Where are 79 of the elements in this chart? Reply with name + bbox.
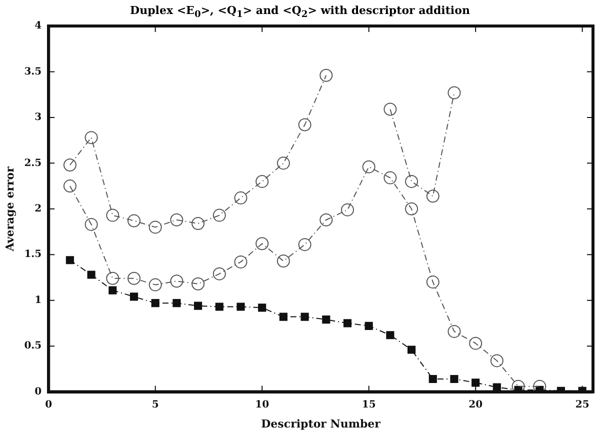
point	[234, 191, 248, 204]
point	[63, 158, 76, 172]
point	[170, 274, 184, 288]
y-tick-label: 3.5	[24, 66, 42, 78]
y-tick-label: 2	[34, 203, 42, 214]
point	[320, 213, 333, 226]
x-tick-label: 10	[255, 399, 270, 410]
point	[472, 378, 480, 387]
point	[384, 102, 397, 116]
y-tick-label: 1.5	[24, 249, 42, 260]
x-tick-label: 20	[468, 399, 483, 410]
point	[192, 217, 205, 230]
point	[106, 272, 120, 285]
point	[234, 255, 248, 268]
point	[490, 354, 504, 368]
point	[364, 322, 373, 330]
point	[300, 312, 309, 321]
point	[276, 254, 290, 268]
point	[362, 160, 376, 174]
point	[343, 319, 352, 328]
x-tick-label: 25	[575, 399, 590, 410]
point	[407, 346, 416, 354]
point	[450, 374, 458, 384]
point	[256, 237, 269, 250]
x-axis-title: Descriptor Number	[261, 417, 381, 430]
point	[148, 220, 162, 234]
point	[84, 131, 98, 144]
point	[87, 270, 96, 279]
point	[533, 380, 546, 392]
point	[63, 180, 76, 193]
x-tick-label: 5	[152, 399, 159, 410]
point	[340, 203, 354, 216]
point	[148, 278, 162, 292]
point	[492, 383, 501, 392]
point	[258, 304, 266, 312]
y-tick-label: 0	[34, 386, 42, 398]
point	[170, 213, 184, 226]
point	[172, 299, 181, 308]
point	[426, 276, 440, 289]
point	[386, 331, 394, 340]
point	[276, 156, 290, 170]
point	[428, 374, 437, 384]
point	[512, 380, 525, 392]
chart-title: Duplex <E$_{0}$>, <Q$_{1}$> and <Q$_{2}$> with descriptor addition	[129, 4, 471, 20]
x-tick-label: 0	[45, 399, 52, 410]
point	[320, 68, 333, 82]
point	[66, 256, 74, 264]
y-axis-title: Average error	[3, 166, 16, 252]
point	[405, 174, 418, 188]
point	[130, 292, 138, 301]
point	[108, 286, 117, 294]
point	[384, 171, 397, 184]
point	[212, 267, 226, 280]
point	[212, 208, 226, 222]
point	[127, 272, 140, 285]
point	[298, 238, 312, 252]
point	[192, 277, 205, 290]
y-tick-label: 0.5	[24, 340, 42, 352]
point	[469, 336, 482, 350]
y-tick-label: 3	[34, 112, 42, 124]
point	[84, 218, 98, 231]
point	[322, 316, 330, 324]
x-tick-label: 15	[362, 399, 376, 410]
point	[127, 214, 140, 228]
y-tick-label: 1	[34, 294, 42, 306]
y-tick-label: 2.5	[24, 158, 42, 169]
point	[426, 190, 440, 203]
point	[151, 299, 160, 308]
point	[298, 118, 312, 132]
y-tick-label: 4	[34, 20, 42, 32]
point	[279, 312, 288, 321]
point	[256, 174, 269, 188]
point	[194, 302, 202, 310]
point	[236, 302, 245, 311]
point	[215, 302, 224, 311]
point	[448, 86, 461, 100]
point	[405, 202, 418, 216]
point	[106, 208, 120, 222]
point	[448, 324, 461, 338]
